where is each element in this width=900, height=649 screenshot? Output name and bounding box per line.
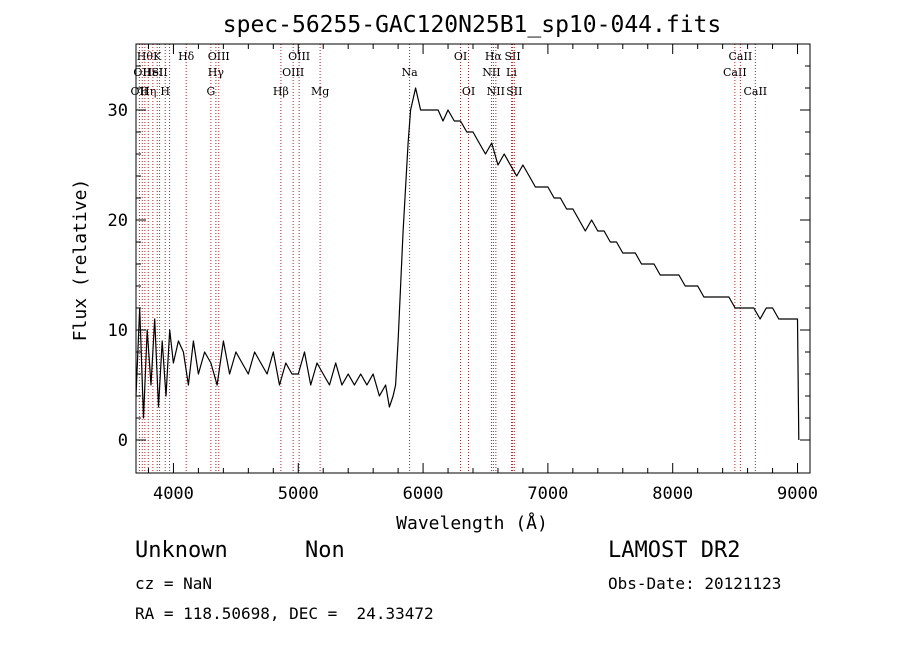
y-axis-label: Flux (relative) (70, 179, 91, 342)
x-axis-ticks: 4000 5000 6000 7000 8000 9000 (147, 44, 818, 504)
x-tick-label: 5000 (278, 484, 319, 504)
object-class: Unknown (135, 538, 228, 563)
line-marker-label: SII (151, 66, 167, 79)
x-tick-label: 9000 (777, 484, 818, 504)
x-tick-label: 4000 (153, 484, 194, 504)
spectrum-line (135, 87, 800, 441)
line-marker-label: OII (131, 85, 149, 98)
line-marker-label: Hθ (137, 50, 154, 63)
x-tick-label: 7000 (527, 484, 568, 504)
x-tick-label: 8000 (652, 484, 693, 504)
line-marker-label: OII (133, 66, 151, 79)
y-tick-label: 0 (118, 431, 128, 451)
line-marker-label: Hα (485, 50, 503, 63)
line-markers: OII OII Hθ Hη HeI K SII H Hδ G Hγ OIII Hβ OIII OIII Mg N… (131, 44, 767, 473)
y-tick-label: 30 (108, 101, 128, 121)
obs-date: Obs-Date: 20121123 (608, 574, 782, 593)
line-marker-label: CaII (743, 85, 767, 98)
x-axis-label: Wavelength (Å) (396, 512, 548, 534)
line-marker-label: Hβ (273, 85, 289, 98)
line-marker-label: K (153, 50, 162, 63)
plot-axes (135, 43, 811, 474)
line-marker-label: Na (402, 66, 419, 79)
line-marker-label: H (160, 85, 170, 98)
line-marker-label: OI (454, 50, 467, 63)
line-marker-label: OIII (282, 66, 304, 79)
line-marker-label: Hδ (178, 50, 195, 63)
line-marker-label: SII (504, 50, 520, 63)
x-tick-label: 6000 (403, 484, 444, 504)
coordinates: RA = 118.50698, DEC = 24.33472 (135, 604, 434, 623)
spectrum-series (135, 87, 800, 441)
line-marker-label: Hγ (208, 66, 225, 79)
line-marker-label: OIII (208, 50, 230, 63)
line-marker-label: OIII (288, 50, 310, 63)
line-marker-label: OI (462, 85, 475, 98)
chart-title: spec-56255-GAC120N25B1_sp10-044.fits (223, 12, 722, 38)
line-marker-label: G (206, 85, 215, 98)
y-tick-label: 20 (108, 211, 128, 231)
object-subclass: Non (305, 538, 345, 563)
line-marker-label: CaII (723, 66, 747, 79)
line-marker-label: CaII (729, 50, 753, 63)
survey-name: LAMOST DR2 (608, 538, 741, 563)
line-marker-label: HeI (143, 66, 163, 79)
redshift-cz: cz = NaN (135, 574, 213, 593)
y-tick-label: 10 (108, 321, 128, 341)
line-marker-label: Mg (311, 85, 329, 98)
line-marker-label: NII (482, 66, 500, 79)
line-marker-label: SII (506, 85, 522, 98)
line-marker-label: Li (506, 66, 517, 79)
line-marker-label: Hη (140, 85, 156, 98)
plot-frame (135, 43, 811, 474)
line-marker-label: NII (487, 85, 505, 98)
y-axis-ticks: 0 10 20 30 (108, 65, 810, 451)
